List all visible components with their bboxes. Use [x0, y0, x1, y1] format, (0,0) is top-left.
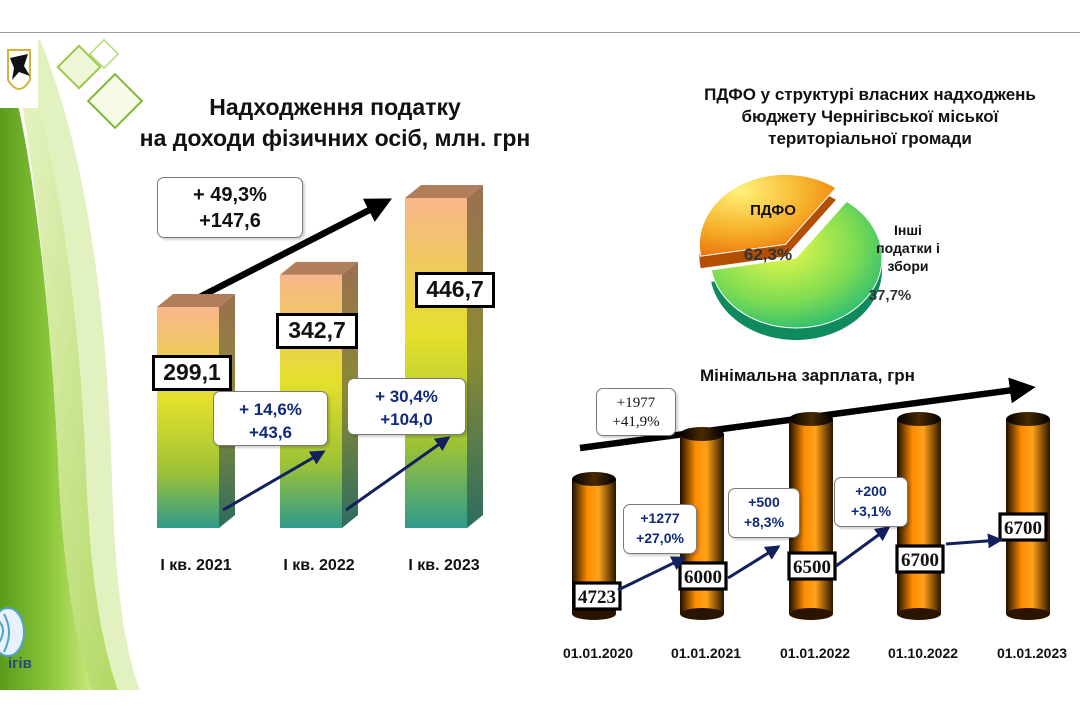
wage-category-label: 01.10.2022: [888, 645, 958, 661]
quarter-growth-box: + 30,4% +104,0: [347, 378, 466, 435]
wage-growth-arrow: [617, 556, 687, 592]
income-bar: [405, 185, 483, 528]
diamond-deco: [56, 44, 102, 90]
green-swoosh: [0, 40, 92, 690]
pie-label-pdfo: ПДФО: [750, 202, 796, 219]
wage-growth-arrow: [727, 545, 781, 580]
green-swoosh-light: [8, 40, 118, 690]
city-logo: [0, 607, 25, 657]
wage-total-growth-box: +1977 +41,9%: [596, 388, 676, 436]
wage-step-growth-box: +1277 +27,0%: [623, 504, 697, 554]
category-label: І кв. 2023: [408, 557, 479, 574]
wage-value-box: [678, 561, 728, 591]
diamond-deco: [88, 38, 120, 70]
category-label: І кв. 2021: [160, 557, 231, 574]
wage-value-label: 4723: [578, 587, 616, 608]
growth-arrow: [345, 436, 451, 512]
pie-percent-other: 37,7%: [868, 287, 912, 304]
total-growth-amount: +147,6: [199, 210, 261, 232]
min-wage-title: Мінімальна зарплата, грн: [700, 366, 915, 385]
green-swoosh-edge: [18, 40, 140, 690]
wage-value-box: [787, 551, 837, 581]
trend-arrow-main: [188, 198, 392, 305]
category-label: І кв. 2022: [283, 557, 354, 574]
income-tax-title: Надходження податку на доходи фізичних о…: [139, 94, 531, 151]
wage-value-box: [572, 581, 622, 611]
bar-value-label: 299,1: [152, 355, 232, 391]
quarter-growth-box: + 14,6% +43,6: [213, 391, 328, 446]
pie-percent-pdfo: 62,3%: [743, 245, 793, 264]
wage-growth-arrow: [835, 526, 891, 568]
total-growth-percent: + 49,3%: [193, 184, 267, 206]
wage-step-growth-box: +200 +3,1%: [834, 477, 908, 527]
total-growth-box: + 49,3% +147,6: [157, 177, 303, 238]
wage-growth-arrow: [945, 533, 1003, 549]
wage-value-label: 6700: [901, 550, 939, 571]
pie-slice: [698, 173, 837, 269]
wage-value-label: 6700: [1004, 518, 1042, 539]
bar-value-label: 446,7: [415, 272, 495, 308]
wage-category-label: 01.01.2023: [997, 645, 1067, 661]
wage-value-label: 6500: [793, 557, 831, 578]
wage-category-label: 01.01.2021: [671, 645, 741, 661]
logo-text: ігів: [8, 655, 32, 672]
diamond-deco: [86, 72, 144, 130]
coat-of-arms: [0, 36, 38, 108]
pie-label-other: Інші податки і збори: [876, 222, 940, 274]
bar-value-label: 342,7: [276, 313, 358, 349]
wage-value-box: [895, 544, 945, 574]
wage-category-label: 01.01.2022: [780, 645, 850, 661]
top-divider: [0, 32, 1080, 33]
wage-step-growth-box: +500 +8,3%: [728, 488, 800, 538]
growth-arrow: [222, 450, 326, 512]
wage-value-label: 6000: [684, 567, 722, 588]
wage-category-label: 01.01.2020: [563, 645, 633, 661]
wage-value-box: [998, 512, 1048, 542]
pie-title: ПДФО у структурі власних надходжень бюдж…: [704, 85, 1036, 148]
pie-slice: [710, 200, 883, 340]
